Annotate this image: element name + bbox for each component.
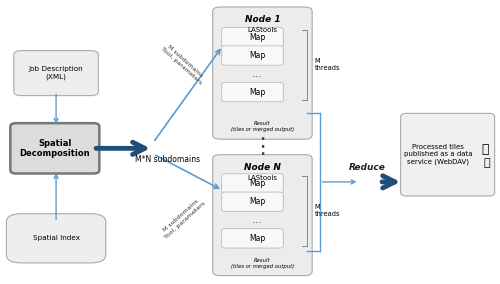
Text: Map: Map — [250, 33, 266, 42]
Text: Map: Map — [250, 179, 266, 188]
Text: Reduce: Reduce — [348, 163, 386, 172]
Text: Map: Map — [250, 51, 266, 60]
Text: M
threads: M threads — [314, 58, 340, 71]
Text: Map: Map — [250, 197, 266, 206]
Text: Processed tiles
published as a data
service (WebDAV): Processed tiles published as a data serv… — [404, 144, 472, 165]
Text: M*N subdomains: M*N subdomains — [136, 155, 200, 164]
Text: LAStools: LAStools — [248, 27, 278, 33]
FancyBboxPatch shape — [222, 192, 284, 212]
Text: M subdomains
Tool, parameters: M subdomains Tool, parameters — [160, 41, 206, 85]
Text: 📁: 📁 — [481, 143, 488, 156]
Text: Job Description
(XML): Job Description (XML) — [29, 66, 84, 80]
FancyBboxPatch shape — [6, 214, 106, 263]
Text: Result
(tiles or merged output): Result (tiles or merged output) — [231, 121, 294, 132]
FancyBboxPatch shape — [222, 46, 284, 65]
Text: Map: Map — [250, 234, 266, 243]
Text: ...: ... — [252, 69, 263, 79]
FancyBboxPatch shape — [222, 229, 284, 248]
Text: Result
(tiles or merged output): Result (tiles or merged output) — [231, 258, 294, 269]
FancyBboxPatch shape — [14, 51, 98, 96]
Text: ⋮: ⋮ — [252, 137, 274, 157]
FancyBboxPatch shape — [212, 7, 312, 139]
Text: ...: ... — [252, 215, 263, 225]
FancyBboxPatch shape — [222, 28, 284, 47]
Text: Map: Map — [250, 87, 266, 97]
Text: Node 1: Node 1 — [244, 15, 280, 24]
FancyBboxPatch shape — [222, 174, 284, 193]
Text: Node N: Node N — [244, 163, 281, 172]
Text: Spatial Index: Spatial Index — [32, 235, 80, 241]
FancyBboxPatch shape — [212, 155, 312, 275]
FancyBboxPatch shape — [222, 82, 284, 102]
Text: Spatial
Decomposition: Spatial Decomposition — [20, 139, 90, 158]
Text: LAStools: LAStools — [248, 175, 278, 181]
FancyBboxPatch shape — [10, 123, 100, 174]
FancyBboxPatch shape — [400, 113, 494, 196]
Text: M
threads: M threads — [314, 204, 340, 217]
Text: 🌐: 🌐 — [484, 158, 490, 168]
Text: M subdomains
Tool, parameters: M subdomains Tool, parameters — [160, 196, 206, 240]
